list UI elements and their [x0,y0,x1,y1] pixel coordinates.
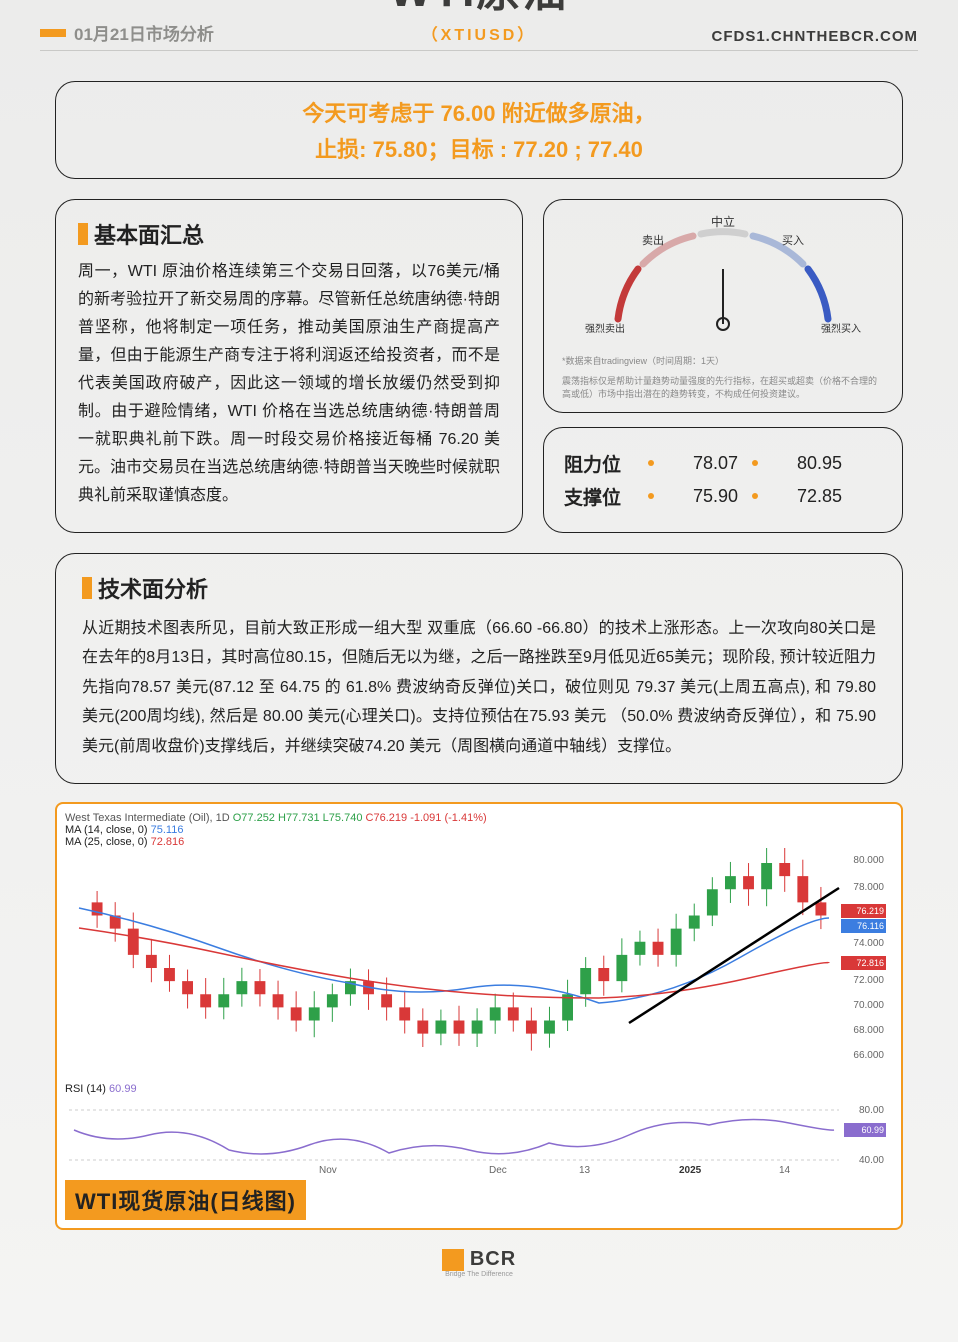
chart-title-row: West Texas Intermediate (Oil), 1D O77.25… [65,812,893,824]
technical-header: 技术面分析 [82,572,876,604]
support-label: 支撑位 [564,483,634,510]
svg-text:2025: 2025 [679,1165,702,1175]
svg-text:13: 13 [579,1165,591,1175]
price-chart: 80.000 78.000 76.219 76.116 74.000 72.81… [65,848,893,1078]
resistance-val1: 78.07 [668,453,738,474]
svg-text:72.816: 72.816 [856,958,884,968]
svg-text:Dec: Dec [489,1165,507,1175]
svg-text:60.99: 60.99 [861,1125,884,1135]
header-divider [40,50,918,51]
svg-text:76.219: 76.219 [856,906,884,916]
svg-text:76.116: 76.116 [857,921,884,931]
svg-text:70.000: 70.000 [853,1000,884,1011]
fundamentals-header: 基本面汇总 [78,218,500,250]
dot-icon [648,460,654,466]
gauge-note1: *数据来自tradingview（时间周期：1天） [562,355,884,369]
resistance-row: 阻力位 78.07 80.95 [564,450,882,477]
fundamentals-box: 基本面汇总 周一，WTI 原油价格连续第三个交易日回落，以76美元/桶的新考验拉… [55,199,523,533]
svg-text:68.000: 68.000 [853,1025,884,1036]
svg-text:66.000: 66.000 [853,1050,884,1061]
accent-bar [78,223,88,245]
svg-text:14: 14 [779,1165,791,1175]
fundamentals-title: 基本面汇总 [94,218,204,250]
svg-text:卖出: 卖出 [642,233,664,247]
support-row: 支撑位 75.90 72.85 [564,483,882,510]
date-block: 01月21日市场分析 [40,20,214,45]
brand-tagline: Bridge The Difference [0,1271,958,1278]
dot-icon [752,493,758,499]
svg-text:40.00: 40.00 [859,1155,884,1166]
rsi-label-row: RSI (14) 60.99 [65,1083,893,1095]
main-title: WTI原油 [390,0,569,19]
chart-banner: WTI现货原油(日线图) [65,1180,306,1220]
svg-text:强烈卖出: 强烈卖出 [585,322,625,335]
symbol-subtitle: （XTIUSD） [390,21,569,45]
resistance-label: 阻力位 [564,450,634,477]
recommendation-line1: 今天可考虑于 76.00 附近做多原油， [76,96,882,128]
svg-text:Nov: Nov [319,1165,337,1175]
ma14-row: MA (14, close, 0) 75.116 [65,824,893,836]
footer: BCR Bridge The Difference [0,1248,958,1278]
source-url: CFDS1.CHNTHEBCR.COM [712,28,919,45]
svg-text:中立: 中立 [711,214,735,229]
sentiment-gauge: 中立 卖出 买入 强烈卖出 强烈买入 [562,214,884,344]
resistance-val2: 80.95 [772,453,842,474]
technical-body: 从近期技术图表所见，目前大致正形成一组大型 双重底（66.60 -66.80）的… [82,614,876,762]
ma25-row: MA (25, close, 0) 72.816 [65,836,893,848]
support-val1: 75.90 [668,486,738,507]
recommendation-line2: 止损: 75.80；目标 : 77.20 ; 77.40 [76,132,882,164]
svg-text:80.00: 80.00 [859,1105,884,1116]
gauge-note2: 震荡指标仅是帮助计量趋势动量强度的先行指标，在超买或超卖（价格不合理的高或低）市… [562,375,884,402]
rsi-chart: 80.00 60.99 40.00 Nov Dec 13 2025 14 [65,1095,893,1175]
svg-text:74.000: 74.000 [853,938,884,949]
date-text: 01月21日市场分析 [74,20,214,45]
page-header: 01月21日市场分析 WTI原油 （XTIUSD） CFDS1.CHNTHEBC… [0,0,958,50]
chart-box: West Texas Intermediate (Oil), 1D O77.25… [55,802,903,1230]
svg-text:强烈买入: 强烈买入 [821,323,861,335]
svg-text:80.000: 80.000 [853,855,884,866]
right-column: 中立 卖出 买入 强烈卖出 强烈买入 *数据来自tradingview（时间周期… [543,199,903,533]
svg-text:78.000: 78.000 [853,882,884,893]
mid-row: 基本面汇总 周一，WTI 原油价格连续第三个交易日回落，以76美元/桶的新考验拉… [0,199,958,533]
brand-name: BCR [470,1248,516,1270]
technical-box: 技术面分析 从近期技术图表所见，目前大致正形成一组大型 双重底（66.60 -6… [55,553,903,785]
technical-title: 技术面分析 [98,572,208,604]
dot-icon [752,460,758,466]
sentiment-gauge-box: 中立 卖出 买入 强烈卖出 强烈买入 *数据来自tradingview（时间周期… [543,199,903,413]
brand-icon [442,1249,464,1271]
svg-text:72.000: 72.000 [853,975,884,986]
dot-icon [648,493,654,499]
support-val2: 72.85 [772,486,842,507]
recommendation-box: 今天可考虑于 76.00 附近做多原油， 止损: 75.80；目标 : 77.2… [55,81,903,179]
levels-box: 阻力位 78.07 80.95 支撑位 75.90 72.85 [543,427,903,533]
accent-bar [82,577,92,599]
svg-text:买入: 买入 [782,234,804,247]
chart-title: West Texas Intermediate (Oil), 1D [65,812,230,824]
accent-bar [40,29,66,37]
fundamentals-body: 周一，WTI 原油价格连续第三个交易日回落，以76美元/桶的新考验拉开了新交易周… [78,258,500,510]
title-block: WTI原油 （XTIUSD） [390,0,569,45]
ohlc-block: O77.252 H77.731 L75.740 C76.219 -1.091 (… [233,812,487,824]
